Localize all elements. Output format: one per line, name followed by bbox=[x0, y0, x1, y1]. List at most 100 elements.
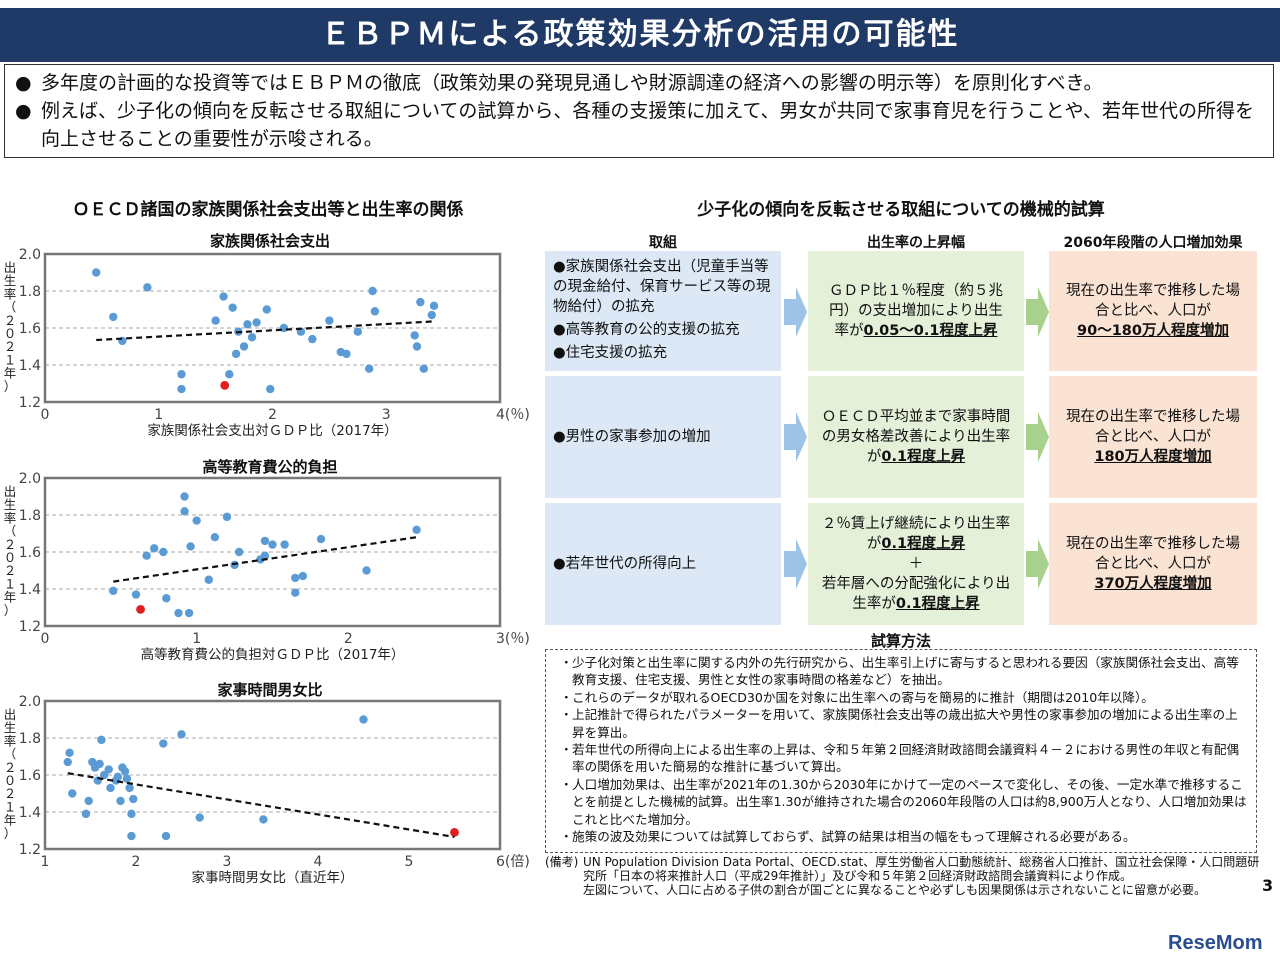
y-axis-label-char: 年 bbox=[4, 366, 17, 381]
y-axis-label-char: ２ bbox=[4, 339, 17, 354]
y-tick-label: 1.8 bbox=[19, 731, 41, 747]
trend-line bbox=[96, 320, 432, 342]
y-axis-label-char: （ bbox=[4, 300, 17, 315]
data-point bbox=[68, 789, 77, 798]
arrow-right-icon bbox=[1026, 539, 1049, 589]
data-point bbox=[260, 536, 270, 546]
measure-item: ●高等教育の公的支援の拡充 bbox=[553, 322, 740, 338]
population-highlight: 90～180万人程度増加 bbox=[1077, 323, 1229, 339]
y-tick-label: 1.6 bbox=[19, 768, 41, 784]
y-axis-label-char: ） bbox=[4, 603, 17, 618]
method-item: ・少子化対策と出生率に関する内外の先行研究から、出生率引上げに寄与すると思われる… bbox=[560, 655, 1239, 688]
data-point bbox=[162, 594, 171, 603]
data-point bbox=[370, 307, 380, 316]
plot-frame bbox=[43, 252, 502, 404]
y-axis-label-char: ２ bbox=[4, 537, 17, 552]
x-tick-label: 1 bbox=[41, 854, 50, 870]
y-tick-label: 1.4 bbox=[19, 805, 41, 821]
page-number: 3 bbox=[1262, 876, 1274, 895]
x-tick-label: 6(倍) bbox=[496, 854, 530, 870]
y-tick-label: 2.0 bbox=[19, 471, 41, 487]
population-highlight: 180万人程度増加 bbox=[1094, 449, 1212, 465]
data-point bbox=[180, 492, 189, 501]
y-axis-label-char: 出 bbox=[4, 707, 17, 722]
x-tick-label: 0 bbox=[41, 631, 50, 647]
scatter-chart-higher-education: 1.2 1.4 1.6 1.8 2.0 0 1 2 3(％) 高等教育費公的負担対ＧＤＰ比（201… bbox=[4, 471, 530, 663]
data-point bbox=[192, 516, 201, 525]
method-item: ・上記推計で得られたパラメーターを用いて、家族関係社会支出等の歳出拡大や男性の家… bbox=[560, 707, 1238, 740]
data-point bbox=[419, 364, 428, 373]
data-point bbox=[184, 608, 194, 618]
data-point bbox=[129, 794, 138, 804]
effect-cell-3: ２％賃上げ継続により出生率が0.1程度上昇 ＋ 若年層への分配強化により出生率が… bbox=[808, 503, 1024, 625]
x-tick-label: 1 bbox=[154, 407, 163, 423]
method-item: ・施策の波及効果については試算しておらず、試算の結果は相当の幅をもって理解される… bbox=[560, 829, 1136, 845]
y-tick-label: 1.8 bbox=[19, 284, 41, 300]
y-axis-label-char: 率 bbox=[4, 286, 17, 301]
data-point bbox=[125, 783, 134, 793]
x-tick-label: 2 bbox=[268, 407, 277, 423]
method-item: ・若年世代の所得向上による出生率の上昇は、令和５年第２回経済財政諮問会議資料４－… bbox=[560, 742, 1240, 775]
arrow-right-icon bbox=[1026, 412, 1049, 462]
data-point bbox=[280, 540, 289, 549]
data-point bbox=[113, 772, 123, 782]
population-highlight: 370万人程度増加 bbox=[1094, 576, 1212, 592]
x-tick-label: 0 bbox=[41, 407, 50, 423]
x-tick-label: 3 bbox=[223, 854, 232, 870]
data-point bbox=[412, 525, 421, 534]
data-point bbox=[95, 759, 104, 769]
data-point bbox=[412, 342, 422, 351]
measures-cell-1: ●家族関係社会支出（児童手当等の現金給付、保育サービス等の現物給付）の拡充 ●高… bbox=[545, 251, 781, 371]
data-point bbox=[127, 809, 136, 819]
arrows-green-column bbox=[1026, 287, 1049, 589]
data-point bbox=[97, 735, 106, 745]
y-axis-label-char: 生 bbox=[4, 720, 17, 735]
summary-bullet: ● 多年度の計画的な投資等ではＥＢＰＭの徹底（政策効果の発現見通しや財源調達の経済… bbox=[15, 69, 1263, 97]
bullet-icon: ● bbox=[15, 72, 32, 94]
x-tick-label: 2 bbox=[132, 854, 141, 870]
y-tick-label: 1.4 bbox=[19, 582, 41, 598]
highlight-point bbox=[220, 380, 230, 390]
highlight-point bbox=[136, 604, 145, 614]
data-point bbox=[219, 292, 228, 301]
data-point bbox=[210, 533, 220, 542]
data-point bbox=[268, 540, 277, 549]
effect-cell-2: ＯＥＣＤ平均並まで家事時間の男女格差改善により出生率が0.1程度上昇 bbox=[808, 376, 1024, 498]
y-axis-label-char: ０ bbox=[4, 550, 17, 565]
note-line: 左図について、人口に占める子供の割合が国ごとに異なることや必ずしも因果関係は示さ… bbox=[583, 883, 1207, 897]
data-point bbox=[368, 286, 377, 296]
y-tick-label: 2.0 bbox=[19, 694, 41, 710]
data-point bbox=[177, 370, 186, 379]
y-axis-label-char: （ bbox=[4, 747, 17, 762]
y-axis-label-char: ２ bbox=[4, 786, 17, 801]
data-point bbox=[239, 342, 249, 351]
x-tick-label: 5 bbox=[405, 854, 414, 870]
data-point bbox=[65, 748, 74, 757]
data-point bbox=[122, 774, 132, 783]
y-axis-label-char: （ bbox=[4, 524, 17, 539]
y-axis-label-char: ０ bbox=[4, 773, 17, 788]
y-axis-label-char: 生 bbox=[4, 497, 17, 512]
y-axis-label-char: １ bbox=[4, 576, 17, 591]
chart2-title: 高等教育費公的負担 bbox=[202, 458, 338, 476]
summary-bullet: ● 例えば、少子化の傾向を反転させる取組についての試算から、各種の支援策に加えて、… bbox=[15, 97, 1263, 153]
data-point bbox=[211, 316, 220, 325]
data-point bbox=[316, 534, 326, 544]
trend-line bbox=[67, 772, 455, 839]
summary-text-2: 例えば、少子化の傾向を反転させる取組についての試算から、各種の支援策に加えて、男… bbox=[41, 100, 1254, 150]
data-point bbox=[308, 334, 317, 344]
data-point bbox=[159, 547, 168, 557]
chart3-title: 家事時間男女比 bbox=[217, 681, 323, 699]
data-point bbox=[225, 370, 234, 379]
effect-highlight: 0.1程度上昇 bbox=[881, 536, 966, 552]
data-point bbox=[174, 608, 183, 618]
effect-highlight: 0.1程度上昇 bbox=[895, 596, 980, 612]
page-title: ＥＢＰＭによる政策効果分析の活用の可能性 bbox=[0, 8, 1280, 62]
measure-item: ●若年世代の所得向上 bbox=[553, 556, 697, 572]
y-axis-label-char: 率 bbox=[4, 733, 17, 748]
data-point bbox=[116, 796, 125, 806]
header-birthrate-increase: 出生率の上昇幅 bbox=[867, 235, 965, 251]
x-tick-label: 1 bbox=[192, 631, 201, 647]
trend-line bbox=[113, 536, 417, 583]
data-point bbox=[161, 831, 171, 841]
